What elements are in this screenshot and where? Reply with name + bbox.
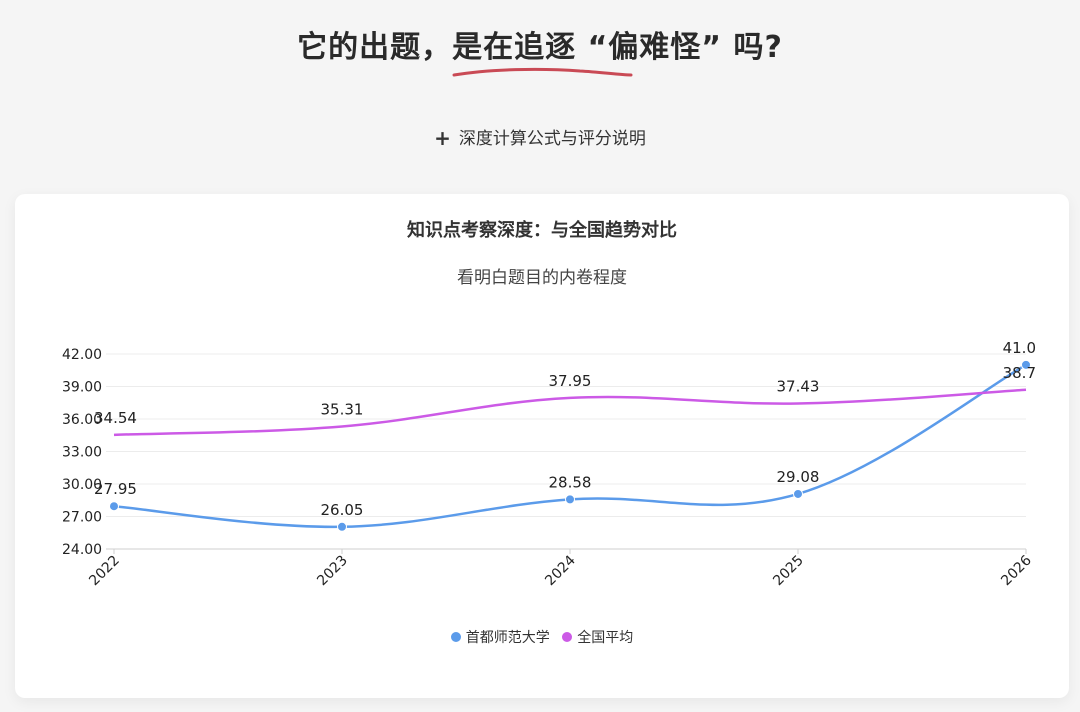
x-tick-label: 2026 <box>998 552 1035 589</box>
page-headline: 它的出题，是在追逐 “偏难怪” 吗? <box>297 30 783 65</box>
y-tick-label: 39.00 <box>62 380 102 396</box>
legend-dot-icon <box>562 632 573 642</box>
y-tick-label: 27.00 <box>62 510 102 526</box>
data-label: 37.43 <box>777 378 820 396</box>
y-tick-label: 36.00 <box>62 412 102 428</box>
chart-card: 知识点考察深度：与全国趋势对比 看明白题目的内卷程度 24.00 27.00 30.… <box>15 194 1069 698</box>
y-tick-label: 33.00 <box>62 445 102 461</box>
headline-underline <box>452 67 633 77</box>
data-label: 35.31 <box>321 400 364 418</box>
formula-toggle[interactable]: + 深度计算公式与评分说明 <box>0 124 1080 150</box>
legend-label: 首都师范大学 <box>465 630 550 646</box>
data-point <box>109 501 119 512</box>
y-tick-label: 24.00 <box>62 542 102 558</box>
data-label: 27.95 <box>94 480 137 498</box>
legend-label: 全国平均 <box>577 630 634 646</box>
data-label: 26.05 <box>321 501 364 519</box>
data-label: 28.58 <box>549 473 592 491</box>
chart-subtitle: 看明白题目的内卷程度 <box>457 268 627 288</box>
data-point <box>793 488 803 499</box>
chart-legend: 首都师范大学 全国平均 <box>15 627 1069 647</box>
data-label: 37.95 <box>549 372 592 390</box>
legend-item-series-2[interactable]: 全国平均 <box>562 627 633 647</box>
data-label: 29.08 <box>777 468 820 486</box>
x-tick-label: 2025 <box>770 553 807 590</box>
plus-icon: + <box>434 126 451 150</box>
legend-item-series-1[interactable]: 首都师范大学 <box>450 627 550 647</box>
formula-toggle-label: 深度计算公式与评分说明 <box>458 129 646 149</box>
legend-dot-icon <box>450 632 461 642</box>
data-point <box>565 494 575 505</box>
data-label: 38.7 <box>1003 364 1036 382</box>
chart-title: 知识点考察深度：与全国趋势对比 <box>407 220 677 241</box>
data-label: 41.0 <box>1003 339 1036 357</box>
y-tick-label: 42.00 <box>62 347 102 363</box>
y-tick-label: 30.00 <box>62 477 102 493</box>
series-line-2 <box>113 388 1027 437</box>
data-label: 34.54 <box>94 409 137 427</box>
x-tick-label: 2023 <box>314 553 351 590</box>
data-point <box>1021 359 1031 370</box>
x-tick-label: 2024 <box>542 552 579 589</box>
data-point <box>337 521 347 532</box>
